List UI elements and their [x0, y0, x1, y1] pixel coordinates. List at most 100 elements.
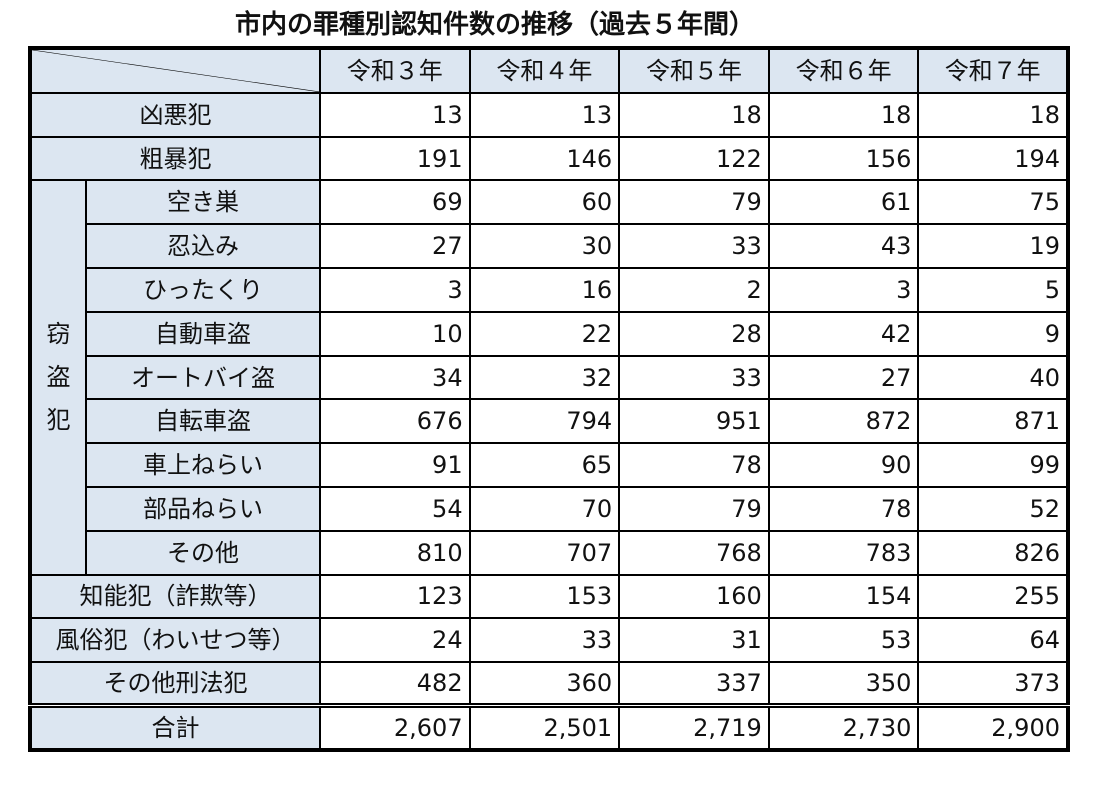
value-cell: 61 — [767, 179, 920, 226]
table-row: ひったくり 3 16 2 3 5 — [30, 267, 1069, 313]
value-cell: 91 — [319, 442, 471, 488]
header-row: 令和３年 令和４年 令和５年 令和６年 令和７年 — [29, 47, 1069, 94]
value-cell: 28 — [618, 310, 770, 357]
year-header: 令和５年 — [618, 47, 770, 94]
value-cell: 2,501 — [468, 703, 621, 752]
row-label: 粗暴犯 — [29, 135, 321, 182]
row-label: 凶悪犯 — [29, 91, 321, 138]
total-row: 合計 2,607 2,501 2,719 2,730 2,900 — [29, 703, 1069, 752]
value-cell: 64 — [917, 617, 1069, 664]
value-cell: 768 — [618, 529, 770, 576]
value-cell: 255 — [917, 573, 1069, 620]
row-label: 知能犯（詐欺等） — [29, 573, 321, 620]
value-cell: 27 — [319, 223, 471, 270]
value-cell: 146 — [468, 135, 621, 182]
table-row: 自動車盗 10 22 28 42 9 — [30, 310, 1069, 357]
value-cell: 783 — [767, 529, 920, 576]
value-cell: 2,719 — [618, 703, 770, 752]
row-label: 自転車盗 — [85, 398, 321, 445]
page-title: 市内の罪種別認知件数の推移（過去５年間） — [234, 10, 755, 40]
value-cell: 373 — [917, 661, 1069, 707]
group-label-char: 盗 — [46, 363, 71, 391]
value-cell: 32 — [468, 354, 621, 401]
value-cell: 337 — [618, 661, 770, 707]
value-cell: 872 — [767, 398, 920, 445]
value-cell: 9 — [917, 310, 1069, 357]
value-cell: 2,900 — [917, 703, 1069, 752]
group-label-char: 犯 — [46, 406, 71, 434]
value-cell: 156 — [767, 135, 920, 182]
row-label: 空き巣 — [85, 179, 321, 226]
value-cell: 43 — [767, 223, 920, 270]
value-cell: 676 — [319, 398, 471, 445]
value-cell: 30 — [468, 223, 621, 270]
value-cell: 27 — [767, 354, 920, 401]
row-label: オートバイ盗 — [85, 354, 321, 401]
value-cell: 810 — [319, 529, 471, 576]
value-cell: 78 — [767, 486, 920, 532]
value-cell: 360 — [468, 661, 621, 707]
value-cell: 2,607 — [319, 703, 471, 752]
value-cell: 79 — [618, 486, 770, 532]
table-row: 窃盗犯空き巣 69 60 79 61 75 — [29, 179, 1069, 576]
value-cell: 13 — [319, 91, 471, 138]
table-row: その他刑法犯 482 360 337 350 373 — [29, 661, 1069, 707]
table-row: 凶悪犯 13 13 18 18 18 — [29, 91, 1069, 138]
value-cell: 951 — [618, 398, 770, 445]
value-cell: 871 — [917, 398, 1069, 445]
value-cell: 75 — [917, 179, 1069, 226]
value-cell: 18 — [767, 91, 920, 138]
value-cell: 53 — [767, 617, 920, 664]
value-cell: 5 — [917, 267, 1069, 313]
value-cell: 33 — [468, 617, 621, 664]
group-label-char: 窃 — [46, 320, 71, 348]
row-label: 車上ねらい — [85, 442, 321, 488]
value-cell: 154 — [767, 573, 920, 620]
row-label: 風俗犯（わいせつ等） — [29, 617, 321, 664]
value-cell: 33 — [618, 223, 770, 270]
table-row: 忍込み 27 30 33 43 19 — [30, 223, 1069, 270]
row-label: 部品ねらい — [85, 486, 321, 532]
row-label: ひったくり — [85, 267, 321, 313]
value-cell: 482 — [319, 661, 471, 707]
table-row: 知能犯（詐欺等） 123 153 160 154 255 — [29, 573, 1069, 620]
value-cell: 22 — [468, 310, 621, 357]
value-cell: 123 — [319, 573, 471, 620]
table-row: 車上ねらい 91 65 78 90 99 — [30, 442, 1069, 488]
year-header: 令和４年 — [468, 47, 621, 94]
value-cell: 194 — [917, 135, 1069, 182]
value-cell: 2 — [618, 267, 770, 313]
crime-stats-table: 令和３年 令和４年 令和５年 令和６年 令和７年 凶悪犯 13 13 18 18 18 粗暴… — [28, 46, 1070, 752]
value-cell: 34 — [319, 354, 471, 401]
value-cell: 794 — [468, 398, 621, 445]
value-cell: 16 — [468, 267, 621, 313]
value-cell: 78 — [618, 442, 770, 488]
row-label: 自動車盗 — [85, 310, 321, 357]
table-row: 部品ねらい 54 70 79 78 52 — [30, 486, 1069, 532]
row-label: 忍込み — [85, 223, 321, 270]
value-cell: 2,730 — [767, 703, 920, 752]
theft-group-label: 窃盗犯 — [29, 179, 87, 576]
corner-cell — [29, 47, 321, 94]
value-cell: 19 — [917, 223, 1069, 270]
value-cell: 90 — [767, 442, 920, 488]
value-cell: 52 — [917, 486, 1069, 532]
value-cell: 24 — [319, 617, 471, 664]
value-cell: 33 — [618, 354, 770, 401]
value-cell: 826 — [917, 529, 1069, 576]
value-cell: 160 — [618, 573, 770, 620]
value-cell: 350 — [767, 661, 920, 707]
value-cell: 13 — [468, 91, 621, 138]
value-cell: 707 — [468, 529, 621, 576]
value-cell: 65 — [468, 442, 621, 488]
table-row: その他 810 707 768 783 826 — [30, 529, 1069, 576]
value-cell: 153 — [468, 573, 621, 620]
value-cell: 31 — [618, 617, 770, 664]
value-cell: 18 — [618, 91, 770, 138]
year-header: 令和３年 — [319, 47, 471, 94]
value-cell: 69 — [319, 179, 471, 226]
value-cell: 122 — [618, 135, 770, 182]
value-cell: 3 — [319, 267, 471, 313]
table-row: 自転車盗 676 794 951 872 871 — [30, 398, 1069, 445]
value-cell: 79 — [618, 179, 770, 226]
